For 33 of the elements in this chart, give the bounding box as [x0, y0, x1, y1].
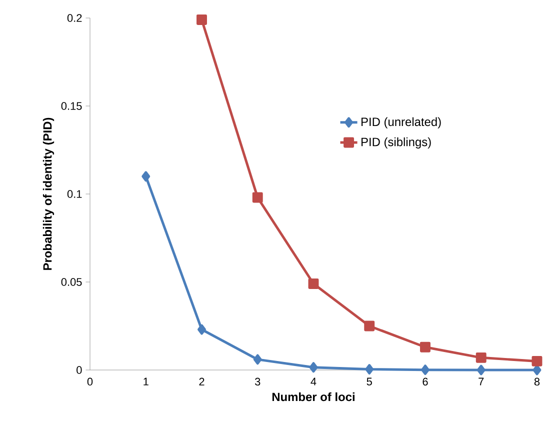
x-tick-label: 5 [366, 378, 372, 386]
point [421, 364, 430, 376]
point [365, 364, 374, 375]
x-tick-label: 6 [422, 378, 428, 386]
point [532, 364, 542, 376]
x-tick-label: 3 [255, 378, 260, 386]
x-tick-label: 0 [87, 378, 93, 386]
point [198, 324, 206, 335]
point [253, 354, 262, 365]
legend-label: PID (unrelated) [362, 117, 441, 128]
point [476, 352, 486, 363]
point [142, 171, 150, 182]
x-tick-label: 4 [310, 378, 316, 386]
point [309, 362, 318, 373]
y-tick-label: 0.15 [61, 102, 82, 110]
point [364, 320, 375, 332]
point [252, 192, 263, 203]
x-tick-label: 1 [144, 378, 148, 386]
y-tick-label: 0 [76, 366, 82, 374]
x-tick-label: 7 [478, 378, 484, 386]
point [308, 278, 319, 289]
x-tick-label: 8 [534, 378, 540, 386]
point [196, 14, 207, 25]
x-axis-title: Number of loci [272, 392, 354, 402]
point [532, 356, 542, 366]
point [476, 364, 486, 376]
legend-label: PID (siblings) [362, 137, 431, 149]
y-axis-title: Probability of identity (PID) [42, 118, 54, 270]
y-tick-label: 0.2 [67, 14, 82, 22]
point [420, 342, 430, 352]
y-tick-label: 0.1 [67, 190, 82, 198]
x-tick-label: 2 [199, 378, 204, 386]
y-tick-label: 0.05 [61, 278, 82, 286]
